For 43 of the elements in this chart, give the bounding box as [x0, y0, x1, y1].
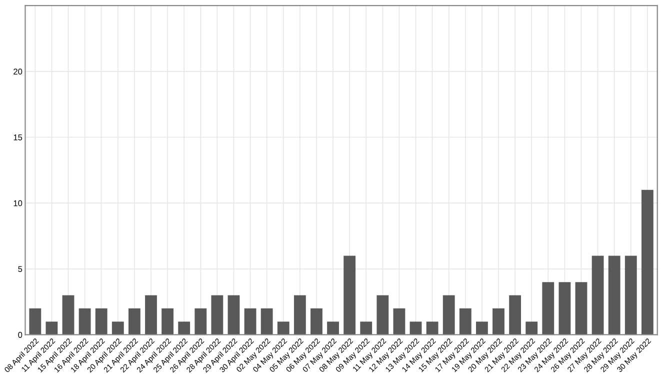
bar — [344, 256, 356, 335]
bar — [624, 256, 637, 335]
bar — [558, 282, 571, 335]
bar — [194, 308, 207, 335]
y-tick-label: 20 — [14, 68, 22, 75]
bar — [410, 322, 422, 335]
bar — [78, 308, 91, 335]
bar — [393, 308, 406, 335]
bar — [492, 308, 504, 335]
y-tick-label: 0 — [18, 332, 22, 338]
y-tick-label: 5 — [18, 266, 22, 272]
bar — [608, 256, 620, 335]
bar — [162, 308, 174, 335]
bar — [260, 308, 273, 335]
bar — [95, 308, 108, 335]
y-tick-label: 10 — [14, 200, 22, 206]
bar — [376, 295, 389, 335]
bar — [327, 322, 339, 335]
bar — [476, 322, 488, 335]
bar — [641, 190, 654, 335]
bar — [310, 308, 322, 335]
bar — [277, 322, 290, 335]
bar — [426, 322, 438, 335]
bar — [592, 256, 604, 335]
bar — [228, 295, 240, 335]
bar — [575, 282, 588, 335]
bar — [46, 322, 58, 335]
bar — [128, 308, 140, 335]
bar — [62, 295, 74, 335]
bar — [211, 295, 224, 335]
y-tick-label: 15 — [14, 134, 22, 140]
bar — [526, 322, 538, 335]
bar — [509, 295, 522, 335]
bar — [145, 295, 157, 335]
bar — [442, 295, 455, 335]
bar — [112, 322, 124, 335]
bar — [459, 308, 472, 335]
bar — [360, 322, 372, 335]
bar — [244, 308, 256, 335]
bar — [29, 308, 42, 335]
bar — [178, 322, 190, 335]
bar — [542, 282, 554, 335]
bar — [294, 295, 306, 335]
